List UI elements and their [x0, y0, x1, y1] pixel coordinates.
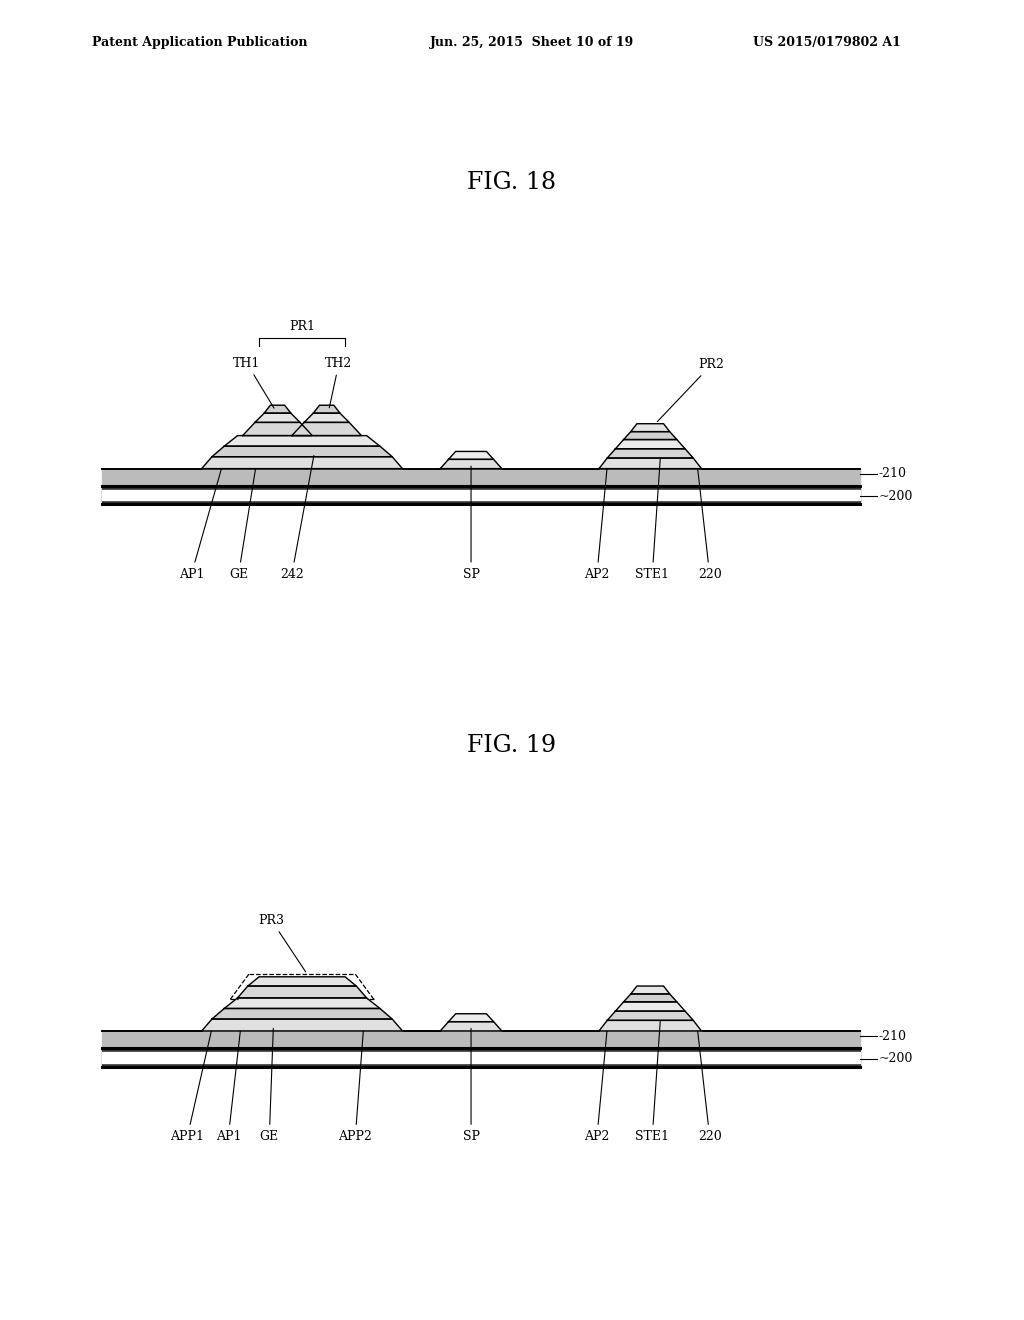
Polygon shape [615, 1002, 685, 1011]
Polygon shape [615, 440, 685, 449]
Polygon shape [631, 424, 670, 432]
Polygon shape [264, 405, 291, 413]
Text: US 2015/0179802 A1: US 2015/0179802 A1 [753, 36, 900, 49]
Polygon shape [624, 432, 677, 440]
Text: FIG. 18: FIG. 18 [467, 170, 557, 194]
Text: PR2: PR2 [657, 358, 725, 421]
Text: GE: GE [229, 469, 256, 581]
Text: STE1: STE1 [635, 458, 670, 581]
Polygon shape [607, 449, 693, 458]
Text: 242: 242 [280, 455, 314, 581]
Polygon shape [224, 998, 380, 1008]
Polygon shape [624, 994, 677, 1002]
Text: AP1: AP1 [179, 469, 221, 581]
Polygon shape [304, 413, 349, 422]
Text: AP2: AP2 [585, 1031, 609, 1143]
Polygon shape [292, 422, 361, 436]
Text: APP2: APP2 [338, 1031, 373, 1143]
Text: APP1: APP1 [170, 1031, 211, 1143]
Text: SP: SP [463, 1028, 479, 1143]
Text: Patent Application Publication: Patent Application Publication [92, 36, 307, 49]
Polygon shape [238, 986, 367, 998]
Text: 220: 220 [697, 469, 722, 581]
Text: SP: SP [463, 466, 479, 581]
Polygon shape [440, 459, 502, 469]
Polygon shape [255, 413, 300, 422]
Text: ~200: ~200 [879, 1052, 913, 1065]
Polygon shape [607, 1011, 693, 1020]
Text: STE1: STE1 [635, 1020, 670, 1143]
Text: 220: 220 [697, 1031, 722, 1143]
Polygon shape [202, 1019, 402, 1031]
Polygon shape [212, 446, 392, 457]
Polygon shape [212, 1008, 392, 1019]
Polygon shape [599, 458, 701, 469]
Text: PR1: PR1 [289, 319, 315, 333]
Polygon shape [449, 1014, 494, 1022]
Polygon shape [202, 457, 402, 469]
Text: FIG. 19: FIG. 19 [467, 734, 557, 758]
Polygon shape [224, 436, 380, 446]
Text: -210: -210 [879, 467, 906, 480]
Text: TH2: TH2 [326, 356, 352, 408]
Text: -210: -210 [879, 1030, 906, 1043]
Text: Jun. 25, 2015  Sheet 10 of 19: Jun. 25, 2015 Sheet 10 of 19 [430, 36, 634, 49]
Polygon shape [248, 977, 356, 986]
Polygon shape [313, 405, 340, 413]
Text: PR3: PR3 [258, 913, 306, 972]
Text: AP1: AP1 [216, 1031, 241, 1143]
Text: TH1: TH1 [233, 356, 274, 408]
Polygon shape [631, 986, 670, 994]
Polygon shape [449, 451, 494, 459]
Text: AP2: AP2 [585, 469, 609, 581]
Polygon shape [440, 1022, 502, 1031]
Text: ~200: ~200 [879, 490, 913, 503]
Polygon shape [599, 1020, 701, 1031]
Text: GE: GE [260, 1028, 279, 1143]
Polygon shape [243, 422, 312, 436]
